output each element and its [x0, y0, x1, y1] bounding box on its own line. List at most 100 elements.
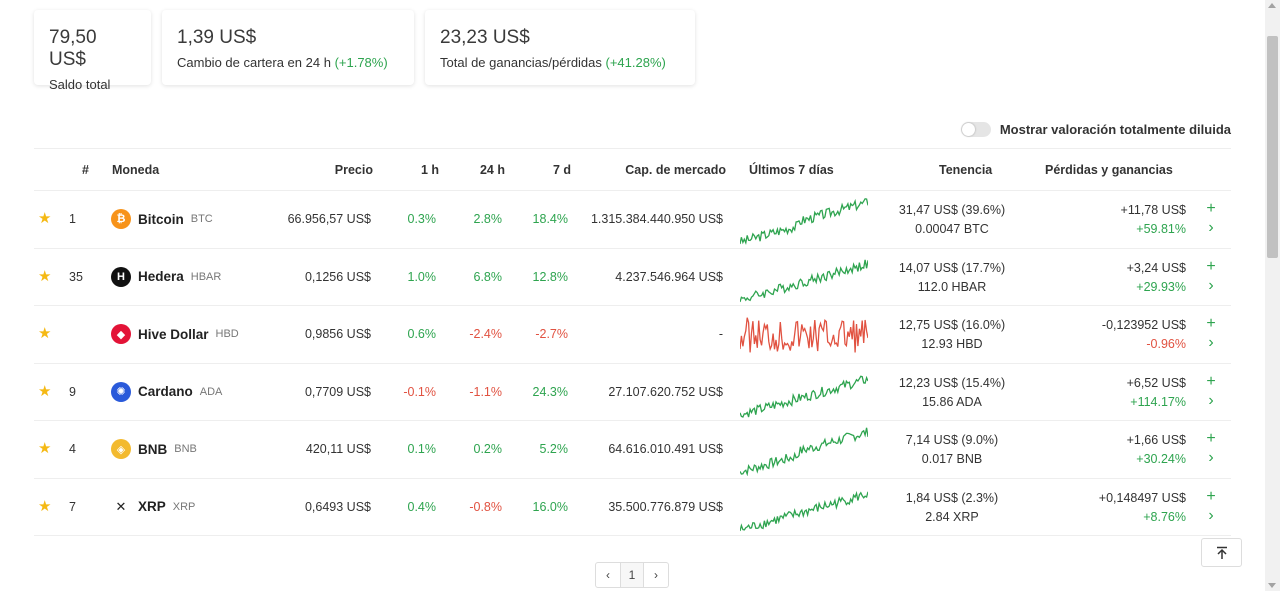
scroll-down-arrow-icon[interactable] [1268, 583, 1276, 588]
change-24h-pct: (+1.78%) [334, 55, 388, 70]
table-row[interactable]: ★ 4 ◈ BNB BNB 420,11 US$ 0.1% 0.2% 5.2% … [34, 421, 1231, 479]
coin-rank: 1 [69, 212, 76, 227]
header-7d[interactable]: 7 d [552, 163, 571, 177]
profit-loss-pct: -0.96% [1146, 337, 1186, 351]
coin-name: Hive Dollar [138, 326, 209, 342]
row-actions: + › [1204, 199, 1218, 237]
holding-cell: 12,23 US$ (15.4%) 15.86 ADA [884, 374, 1020, 412]
coin-cell[interactable]: ✺ Cardano ADA [111, 381, 222, 402]
market-cap: 27.107.620.752 US$ [608, 384, 723, 399]
view-details-chevron-icon[interactable]: › [1208, 219, 1214, 236]
xrp-icon: ✕ [111, 496, 131, 517]
holding-value: 31,47 US$ (39.6%) [898, 203, 1006, 217]
header-profit-loss[interactable]: Pérdidas y ganancias [1045, 163, 1173, 177]
hive-dollar-icon: ◆ [111, 324, 131, 345]
view-details-chevron-icon[interactable]: › [1208, 276, 1214, 294]
arrow-up-to-line-icon [1216, 546, 1227, 559]
page-1-button[interactable]: 1 [620, 563, 644, 587]
view-details-chevron-icon[interactable]: › [1208, 506, 1214, 524]
sparkline-7d [740, 198, 868, 246]
sparkline-7d [740, 427, 868, 476]
market-cap: 4.237.546.964 US$ [615, 269, 723, 284]
coin-name: Hedera [138, 269, 184, 285]
change-7d: 12.8% [532, 269, 568, 284]
coin-cell[interactable]: ◆ Hive Dollar HBD [111, 324, 239, 345]
favorite-star-icon[interactable]: ★ [38, 267, 52, 285]
profit-loss-value: +3,24 US$ [1126, 260, 1186, 275]
row-actions: + › [1204, 429, 1218, 467]
scrollbar-thumb[interactable] [1267, 36, 1278, 258]
table-row[interactable]: ★ 1 ₿ Bitcoin BTC 66.956,57 US$ 0.3% 2.8… [34, 191, 1231, 249]
header-rank[interactable]: # [82, 163, 89, 177]
cardano-icon: ✺ [111, 381, 131, 402]
bitcoin-icon: ₿ [111, 209, 131, 230]
pagination: ‹ 1 › [595, 562, 669, 588]
change-7d: 24.3% [532, 384, 568, 399]
market-cap: 35.500.776.879 US$ [608, 499, 723, 514]
sparkline-7d [740, 317, 868, 353]
profit-loss-value: +0,148497 US$ [1098, 490, 1186, 505]
coin-cell[interactable]: ◈ BNB BNB [111, 439, 197, 460]
header-1h[interactable]: 1 h [420, 163, 439, 177]
scroll-up-arrow-icon[interactable] [1268, 3, 1276, 8]
holding-value: 7,14 US$ (9.0%) [905, 433, 999, 447]
holding-cell: 1,84 US$ (2.3%) 2.84 XRP [884, 489, 1020, 527]
coin-price: 0,9856 US$ [304, 327, 371, 342]
total-balance-label: Saldo total [49, 77, 111, 92]
table-row[interactable]: ★ ◆ Hive Dollar HBD 0,9856 US$ 0.6% -2.4… [34, 306, 1231, 364]
view-details-chevron-icon[interactable]: › [1208, 391, 1214, 409]
next-page-button[interactable]: › [654, 568, 658, 582]
table-row[interactable]: ★ 7 ✕ XRP XRP 0,6493 US$ 0.4% -0.8% 16.0… [34, 479, 1231, 536]
view-details-chevron-icon[interactable]: › [1208, 334, 1214, 351]
vertical-scrollbar[interactable] [1265, 0, 1280, 591]
header-24h[interactable]: 24 h [479, 163, 505, 177]
fully-diluted-toggle[interactable] [960, 122, 991, 137]
holding-amount: 112.0 HBAR [917, 279, 987, 294]
total-balance-card: 79,50 US$ Saldo total [34, 10, 151, 92]
view-details-chevron-icon[interactable]: › [1208, 449, 1214, 466]
add-transaction-plus-icon[interactable]: + [1206, 372, 1216, 390]
portfolio-table: # Moneda Precio 1 h 24 h 7 d Cap. de mer… [34, 148, 1231, 536]
add-transaction-plus-icon[interactable]: + [1206, 430, 1216, 447]
change-24h-value: 1,39 US$ [177, 27, 257, 48]
coin-name: XRP [138, 499, 166, 515]
summary-cards: 79,50 US$ Saldo total 1,39 US$ Cambio de… [34, 10, 695, 92]
coin-cell[interactable]: H Hedera HBAR [111, 266, 221, 287]
header-last-7-days: Últimos 7 días [749, 163, 834, 177]
favorite-star-icon[interactable]: ★ [38, 210, 52, 228]
header-holding[interactable]: Tenencia [939, 163, 993, 177]
coin-price: 0,6493 US$ [304, 499, 371, 514]
add-transaction-plus-icon[interactable]: + [1206, 487, 1216, 505]
holding-cell: 14,07 US$ (17.7%) 112.0 HBAR [884, 259, 1020, 297]
profit-loss-cell: +11,78 US$ +59.81% [1121, 201, 1186, 239]
table-row[interactable]: ★ 9 ✺ Cardano ADA 0,7709 US$ -0.1% -1.1%… [34, 364, 1231, 421]
profit-loss-cell: +1,66 US$ +30.24% [1127, 431, 1186, 469]
favorite-star-icon[interactable]: ★ [38, 325, 52, 343]
coin-cell[interactable]: ₿ Bitcoin BTC [111, 209, 213, 230]
profit-loss-cell: +3,24 US$ +29.93% [1127, 259, 1186, 297]
header-price[interactable]: Precio [334, 163, 373, 177]
change-1h: 0.3% [407, 212, 437, 227]
favorite-star-icon[interactable]: ★ [38, 440, 52, 458]
change-24h: -1.1% [469, 384, 502, 399]
market-cap: 64.616.010.491 US$ [608, 442, 723, 457]
prev-page-button[interactable]: ‹ [606, 568, 610, 582]
holding-amount: 15.86 ADA [922, 394, 982, 409]
row-actions: + › [1204, 372, 1218, 410]
header-market-cap[interactable]: Cap. de mercado [625, 163, 726, 177]
favorite-star-icon[interactable]: ★ [38, 382, 52, 400]
holding-amount: 2.84 XRP [925, 509, 979, 524]
table-header: # Moneda Precio 1 h 24 h 7 d Cap. de mer… [34, 148, 1231, 191]
holding-amount: 0.00047 BTC [915, 222, 989, 236]
add-transaction-plus-icon[interactable]: + [1206, 200, 1216, 217]
scroll-to-top-button[interactable] [1201, 538, 1242, 567]
coin-price: 0,7709 US$ [304, 384, 371, 399]
add-transaction-plus-icon[interactable]: + [1206, 257, 1216, 275]
add-transaction-plus-icon[interactable]: + [1206, 315, 1216, 332]
table-row[interactable]: ★ 35 H Hedera HBAR 0,1256 US$ 1.0% 6.8% … [34, 249, 1231, 306]
coin-symbol: BNB [174, 443, 197, 456]
coin-cell[interactable]: ✕ XRP XRP [111, 496, 195, 517]
favorite-star-icon[interactable]: ★ [38, 497, 52, 515]
holding-amount: 12.93 HBD [921, 337, 983, 351]
header-coin[interactable]: Moneda [112, 163, 160, 177]
